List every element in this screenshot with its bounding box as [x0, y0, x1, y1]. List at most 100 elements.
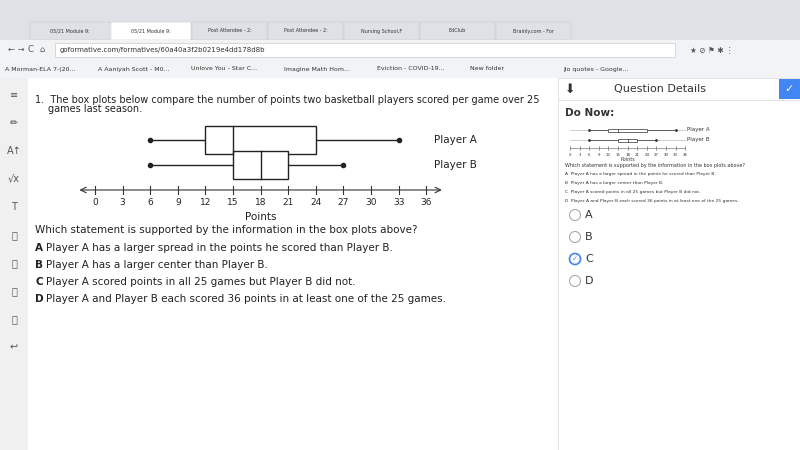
Text: 12: 12: [606, 153, 611, 157]
Text: 3: 3: [120, 198, 126, 207]
Circle shape: [570, 275, 581, 287]
Text: ✓: ✓: [784, 84, 794, 94]
Text: D: D: [35, 294, 44, 304]
Bar: [30, 22, 110, 40]
Text: Points: Points: [245, 212, 276, 222]
Text: Nursing School,F: Nursing School,F: [361, 28, 402, 33]
Bar: [233, 151, 288, 179]
Text: ✓: ✓: [572, 256, 578, 262]
Bar: [558, 78, 800, 450]
Text: 27: 27: [654, 153, 659, 157]
Text: ✏: ✏: [10, 118, 18, 128]
Text: B  Player A has a larger center than Player B.: B Player A has a larger center than Play…: [565, 181, 663, 185]
Bar: [344, 22, 419, 40]
Text: Do Now:: Do Now:: [565, 108, 614, 118]
Text: Player A: Player A: [687, 127, 710, 132]
Text: A: A: [35, 243, 43, 253]
Text: 3: 3: [578, 153, 581, 157]
Text: Points: Points: [620, 157, 635, 162]
Bar: [0, 40, 800, 60]
Bar: [0, 22, 800, 40]
Text: Player A scored points in all 25 games but Player B did not.: Player A scored points in all 25 games b…: [46, 277, 356, 287]
Text: 27: 27: [338, 198, 349, 207]
Text: Player A: Player A: [434, 135, 477, 145]
Bar: [192, 22, 267, 40]
Text: 12: 12: [200, 198, 211, 207]
Text: Which statement is supported by the information in the box plots above?: Which statement is supported by the info…: [565, 163, 745, 168]
Text: goformative.com/formatives/60a40a3f2b0219e4dd178d8b: goformative.com/formatives/60a40a3f2b021…: [60, 47, 266, 53]
Text: Which statement is supported by the information in the box plots above?: Which statement is supported by the info…: [35, 225, 418, 235]
Text: 🔍: 🔍: [11, 314, 17, 324]
Bar: [206, 126, 316, 154]
Text: A  Player A has a larger spread in the points he scored than Player B.: A Player A has a larger spread in the po…: [565, 172, 716, 176]
Text: Player A and Player B each scored 36 points in at least one of the 25 games.: Player A and Player B each scored 36 poi…: [46, 294, 446, 304]
Text: ↩: ↩: [10, 342, 18, 352]
Text: Player A has a larger spread in the points he scored than Player B.: Player A has a larger spread in the poin…: [46, 243, 393, 253]
Circle shape: [570, 210, 581, 220]
Text: Player A has a larger center than Player B.: Player A has a larger center than Player…: [46, 260, 268, 270]
Text: Question Details: Question Details: [614, 84, 706, 94]
Text: C: C: [27, 45, 33, 54]
Text: 18: 18: [255, 198, 266, 207]
Text: 0: 0: [569, 153, 571, 157]
Bar: [111, 22, 191, 40]
Text: C: C: [35, 277, 42, 287]
Text: ⬇: ⬇: [565, 82, 575, 95]
Text: EdClub: EdClub: [449, 28, 466, 33]
Text: ⌾: ⌾: [11, 230, 17, 240]
Text: 18: 18: [625, 153, 630, 157]
Text: 33: 33: [393, 198, 404, 207]
Bar: [0, 0, 800, 22]
Bar: [779, 79, 800, 99]
Text: 24: 24: [644, 153, 650, 157]
Text: D  Player A and Player B each scored 36 points in at least one of the 25 games.: D Player A and Player B each scored 36 p…: [565, 199, 738, 203]
Text: jlo quotes - Google...: jlo quotes - Google...: [563, 67, 628, 72]
Text: 21: 21: [634, 153, 640, 157]
Text: ✋: ✋: [11, 258, 17, 268]
Text: 0: 0: [92, 198, 98, 207]
Text: 30: 30: [366, 198, 377, 207]
Text: 21: 21: [282, 198, 294, 207]
Text: C  Player A scored points in all 25 games but Player B did not.: C Player A scored points in all 25 games…: [565, 190, 701, 194]
Text: Post Attendee - 2:: Post Attendee - 2:: [284, 28, 327, 33]
Text: B: B: [585, 232, 593, 242]
Text: A↑: A↑: [6, 146, 22, 156]
Text: 36: 36: [421, 198, 432, 207]
Bar: [0, 60, 800, 78]
Text: A Aaniyah Scott - M0...: A Aaniyah Scott - M0...: [98, 67, 170, 72]
Text: ★ ⊘ ⚑ ✱ ⋮: ★ ⊘ ⚑ ✱ ⋮: [690, 45, 734, 54]
Text: 36: 36: [682, 153, 688, 157]
Text: B: B: [35, 260, 43, 270]
Bar: [420, 22, 495, 40]
Text: 9: 9: [175, 198, 181, 207]
Text: Player B: Player B: [687, 138, 710, 143]
Text: Player B: Player B: [434, 160, 477, 170]
Text: 15: 15: [227, 198, 238, 207]
Text: 15: 15: [615, 153, 621, 157]
Text: Post Attendee - 2:: Post Attendee - 2:: [208, 28, 251, 33]
Bar: [28, 78, 558, 450]
Text: D: D: [585, 276, 594, 286]
Text: Eviction - COVID-19...: Eviction - COVID-19...: [377, 67, 445, 72]
Bar: [496, 22, 571, 40]
Text: Brainly.com - For: Brainly.com - For: [513, 28, 554, 33]
Text: ⌂: ⌂: [39, 45, 45, 54]
Bar: [30, 22, 115, 40]
Bar: [268, 22, 343, 40]
Text: 6: 6: [147, 198, 153, 207]
Text: Unlove You - Star C...: Unlove You - Star C...: [191, 67, 257, 72]
Text: √x: √x: [8, 174, 20, 184]
Text: ← →: ← →: [8, 45, 25, 54]
Bar: [618, 139, 638, 141]
Bar: [0, 78, 28, 450]
Text: games last season.: games last season.: [48, 104, 142, 114]
Text: 24: 24: [310, 198, 322, 207]
Text: ≡: ≡: [10, 90, 18, 100]
Text: 1.  The box plots below compare the number of points two basketball players scor: 1. The box plots below compare the numbe…: [35, 95, 539, 105]
Text: T: T: [11, 202, 17, 212]
Text: 05/21 Module 9:: 05/21 Module 9:: [50, 28, 90, 33]
Text: 05/21 Module 9:: 05/21 Module 9:: [131, 28, 171, 33]
Bar: [558, 78, 800, 100]
Text: 33: 33: [673, 153, 678, 157]
Text: 30: 30: [663, 153, 669, 157]
